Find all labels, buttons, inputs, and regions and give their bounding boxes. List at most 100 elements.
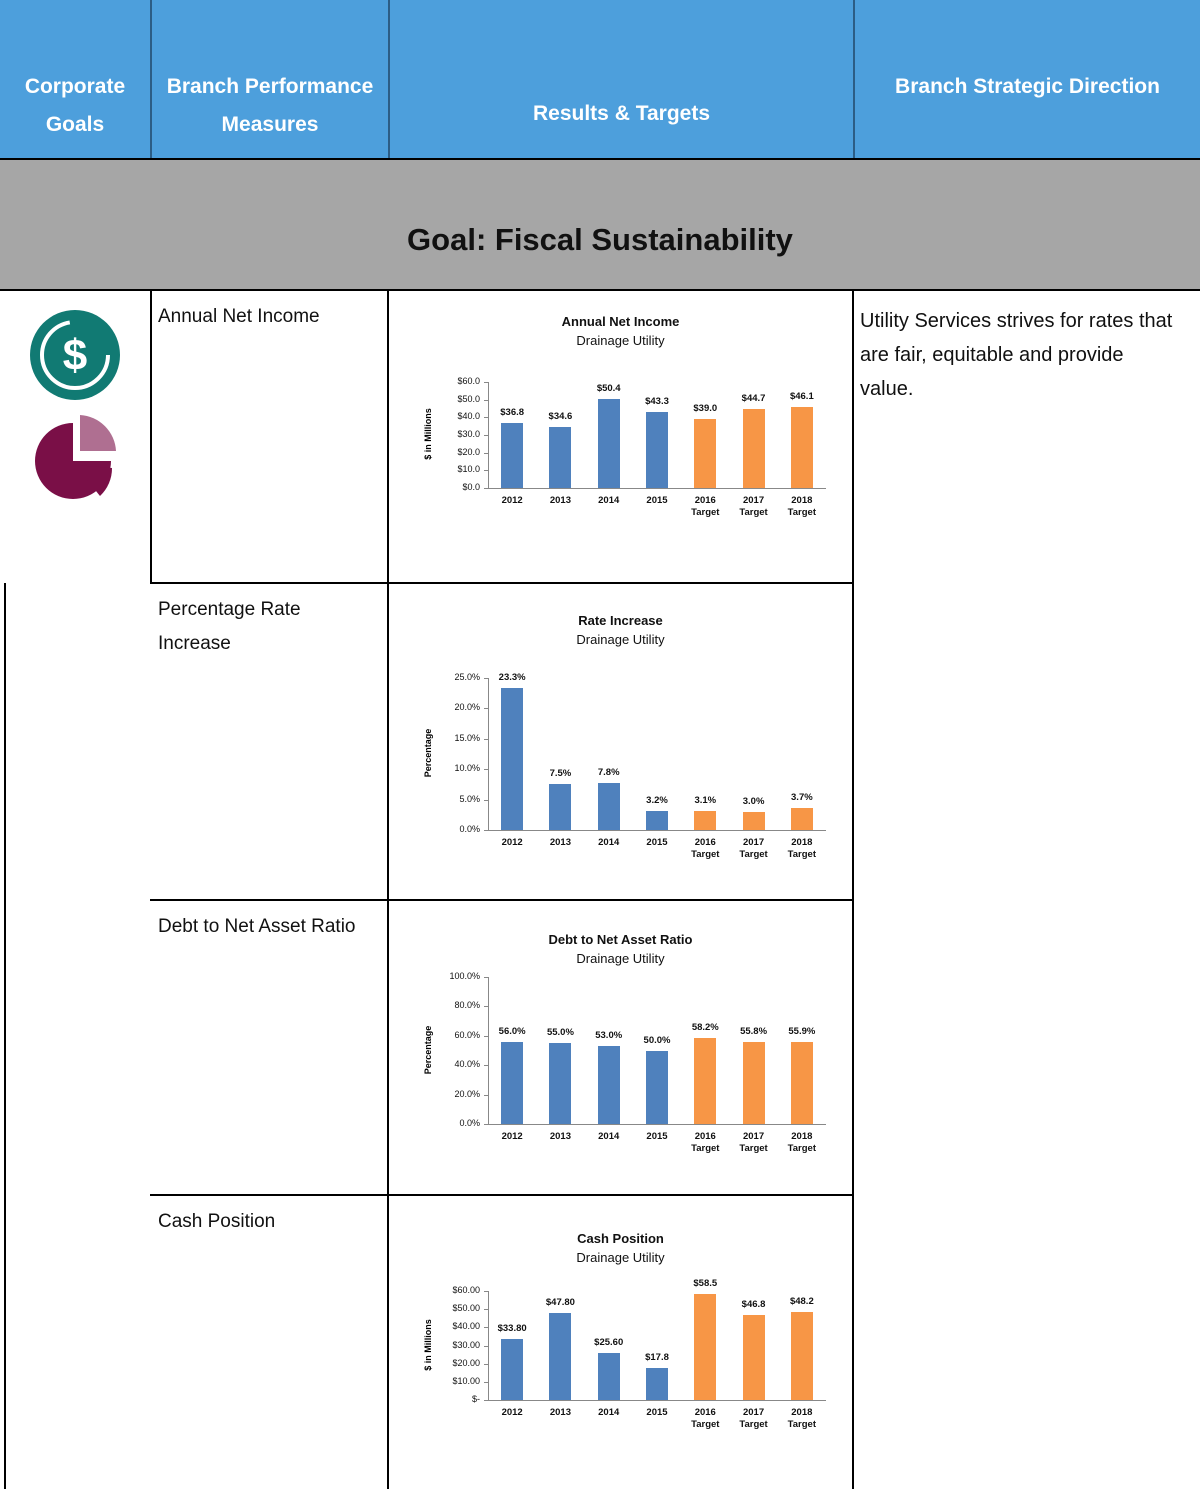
measure-label: Annual Net Income [158, 306, 320, 327]
bar [742, 1314, 765, 1400]
y-tick-label: $10.0 [457, 464, 480, 475]
bar [694, 1293, 717, 1400]
tick-mark [484, 1124, 488, 1125]
x-tick-label: 2016 Target [691, 1131, 720, 1154]
y-tick-label: $60.00 [452, 1285, 480, 1295]
tick-mark [484, 830, 488, 831]
border [150, 899, 854, 901]
border [852, 289, 854, 1489]
bar [501, 1338, 524, 1400]
chart-subtitle: Drainage Utility [576, 333, 665, 348]
tick-mark [484, 678, 488, 679]
bar [646, 411, 668, 488]
bar [501, 1041, 524, 1124]
bar [597, 1046, 620, 1124]
x-tick-label: 2012 [501, 837, 523, 848]
border [150, 289, 152, 583]
y-tick-label: $40.0 [457, 411, 480, 422]
value-label: 7.5% [549, 768, 572, 780]
border [150, 582, 854, 584]
x-tick-label: 2013 [549, 1131, 571, 1142]
tick-mark [484, 452, 488, 454]
value-label: $39.0 [693, 403, 718, 415]
bar [790, 1041, 813, 1124]
y-tick-label: 40.0% [454, 1059, 480, 1070]
value-label: $44.7 [741, 393, 766, 405]
bar [790, 406, 813, 488]
chart-title: Cash Position [577, 1231, 664, 1246]
x-tick-label: 2015 [646, 1407, 668, 1418]
value-label: 55.0% [546, 1027, 574, 1039]
x-tick-label: 2017 Target [739, 495, 768, 518]
column-header: Branch Performance Measures [166, 75, 374, 136]
y-tick-label: $10.00 [452, 1375, 480, 1386]
tick-mark [484, 1006, 488, 1008]
measure-label: Debt to Net Asset Ratio [158, 916, 356, 937]
tick-mark [484, 1345, 488, 1347]
tick-mark [484, 1400, 488, 1401]
y-tick-label: 80.0% [454, 1000, 480, 1011]
x-tick-label: 2016 Target [691, 1407, 720, 1430]
bar [694, 811, 717, 830]
divider [150, 0, 152, 158]
goal-band [0, 158, 1200, 290]
y-tick-label: $20.00 [452, 1357, 480, 1368]
bar [646, 810, 668, 830]
y-tick-label: $50.00 [452, 1303, 480, 1314]
goal-icons: $ [30, 310, 120, 499]
tick-mark [484, 769, 488, 771]
tick-mark [484, 738, 488, 740]
bar [501, 422, 524, 488]
value-label: $33.80 [497, 1322, 527, 1334]
bar [790, 1312, 813, 1400]
x-tick-label: 2013 [549, 495, 571, 506]
bar [646, 1050, 668, 1124]
y-tick-label: 20.0% [454, 702, 480, 713]
y-tick-label: 0.0% [459, 824, 480, 834]
value-label: 50.0% [643, 1034, 671, 1046]
goal-title: Goal: Fiscal Sustainability [407, 222, 793, 257]
tick-mark [484, 417, 488, 419]
y-tick-label: 100.0% [449, 971, 480, 981]
bar [597, 1353, 620, 1400]
bar [549, 1043, 572, 1124]
column-header: Corporate Goals [24, 75, 126, 136]
x-tick-label: 2017 Target [739, 837, 768, 860]
bar [742, 811, 765, 830]
x-tick-label: 2014 [598, 495, 620, 506]
chart-subtitle: Drainage Utility [576, 632, 665, 647]
chart-title: Rate Increase [578, 613, 663, 628]
chart-title: Debt to Net Asset Ratio [548, 932, 693, 947]
column-header: Branch Strategic Direction [895, 75, 1160, 98]
tick-mark [484, 1035, 488, 1037]
border [4, 583, 6, 1489]
tick-mark [484, 708, 488, 710]
x-tick-label: 2018 Target [787, 1131, 817, 1154]
tick-mark [484, 488, 488, 489]
value-label: $46.1 [789, 390, 814, 402]
y-tick-label: 25.0% [454, 672, 480, 682]
x-axis [488, 488, 826, 489]
pie-slice [75, 465, 113, 496]
y-tick-label: 20.0% [454, 1088, 480, 1099]
tick-mark [484, 399, 488, 401]
tick-mark [484, 1065, 488, 1067]
tick-mark [484, 1309, 488, 1311]
border [150, 1194, 854, 1196]
value-label: 56.0% [498, 1025, 526, 1037]
x-tick-label: 2016 Target [691, 495, 720, 518]
value-label: 58.2% [691, 1022, 719, 1034]
finance-ring [40, 320, 110, 390]
tick-mark [484, 382, 488, 383]
value-label: $36.8 [500, 406, 525, 418]
value-label: 3.0% [742, 795, 765, 807]
tick-mark [484, 1094, 488, 1096]
bar [549, 426, 572, 488]
bar [549, 1313, 572, 1400]
y-axis [488, 1291, 489, 1400]
x-axis [488, 830, 826, 831]
x-tick-label: 2017 Target [739, 1131, 768, 1154]
tick-mark [484, 1291, 488, 1292]
x-tick-label: 2016 Target [691, 837, 720, 860]
x-tick-label: 2014 [598, 1131, 620, 1142]
